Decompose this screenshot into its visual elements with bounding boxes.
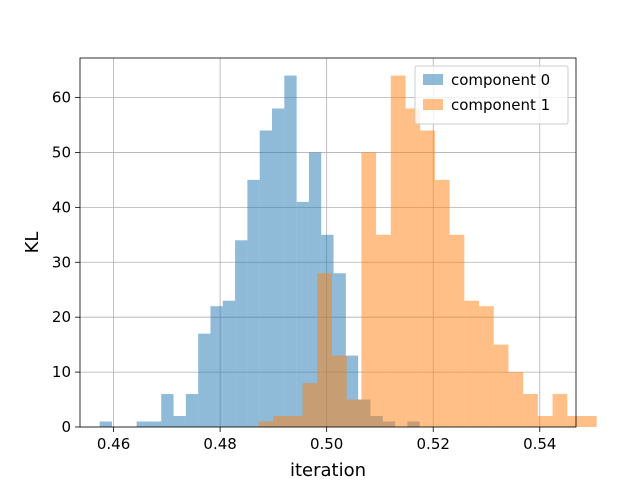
histogram-bar-component-0 [210,306,223,427]
histogram-bar-component-0 [136,421,149,427]
legend-swatch-component-0 [423,74,443,85]
histogram-bar-component-0 [161,394,174,427]
histogram-bar-component-1 [346,399,362,427]
ticks-layer: 0.46 0.48 0.50 0.52 0.54 0 10 20 30 40 50 60 [52,89,557,453]
y-tick-label: 0 [61,418,71,436]
x-axis-label: iteration [290,460,366,480]
histogram-bar-component-0 [296,201,309,427]
legend-label-component-0: component 0 [451,71,550,89]
y-tick-label: 50 [52,143,71,161]
histogram-bar-component-1 [552,394,568,427]
x-tick-label: 0.46 [97,435,130,453]
histogram-bar-component-1 [361,152,377,428]
histogram-bar-component-1 [390,75,406,428]
x-tick-label: 0.48 [203,435,236,453]
histogram-bar-component-1 [273,416,288,427]
y-tick-label: 10 [52,363,71,381]
histogram-bar-component-0 [185,394,199,427]
histogram-bar-component-1 [581,416,597,427]
histogram-bar-component-0 [173,416,186,427]
histogram-bar-component-1 [302,383,318,427]
histogram-bar-component-1 [434,179,450,427]
histogram-bar-component-1 [258,421,274,427]
histogram-bar-component-0 [198,333,211,427]
legend-swatch-component-1 [423,99,443,110]
histogram-bar-component-0 [259,130,273,427]
x-tick-label: 0.50 [310,435,343,453]
y-tick-label: 40 [52,198,71,216]
histogram-bar-component-1 [479,306,494,427]
histogram-bar-component-1 [376,234,391,427]
histogram-bar-component-1 [420,130,435,427]
legend-label-component-1: component 1 [451,96,550,114]
histogram-bar-component-1 [537,416,553,427]
y-axis-label: KL [22,232,43,254]
histogram-bar-component-1 [317,273,332,427]
histogram-bar-component-0 [284,75,297,428]
plot-frame [79,57,577,428]
histogram-bar-component-1 [523,394,538,427]
histogram-bar-component-0 [272,108,285,428]
histogram-bar-component-1 [464,300,480,427]
legend-box [414,65,569,125]
histogram-bar-component-0 [148,421,162,427]
y-tick-label: 30 [52,253,71,271]
histogram-bar-component-0 [247,179,260,427]
histogram-bar-component-1 [567,416,582,427]
histogram-bar-component-1 [508,372,524,427]
histogram-bar-component-1 [405,108,421,428]
legend: component 0 component 1 [414,65,569,125]
x-tick-label: 0.52 [417,435,450,453]
histogram-bar-component-1 [493,344,509,427]
histogram-bar-component-1 [331,355,347,427]
x-tick-label: 0.54 [523,435,556,453]
histogram-bar-component-0 [222,300,236,427]
histogram-bar-component-1 [449,234,465,427]
histogram-bar-component-0 [235,240,248,427]
y-tick-label: 60 [52,89,71,107]
histogram-bar-component-1 [287,416,303,427]
histogram-bar-component-0 [99,421,113,427]
y-tick-label: 20 [52,308,71,326]
bars-layer [99,75,597,428]
